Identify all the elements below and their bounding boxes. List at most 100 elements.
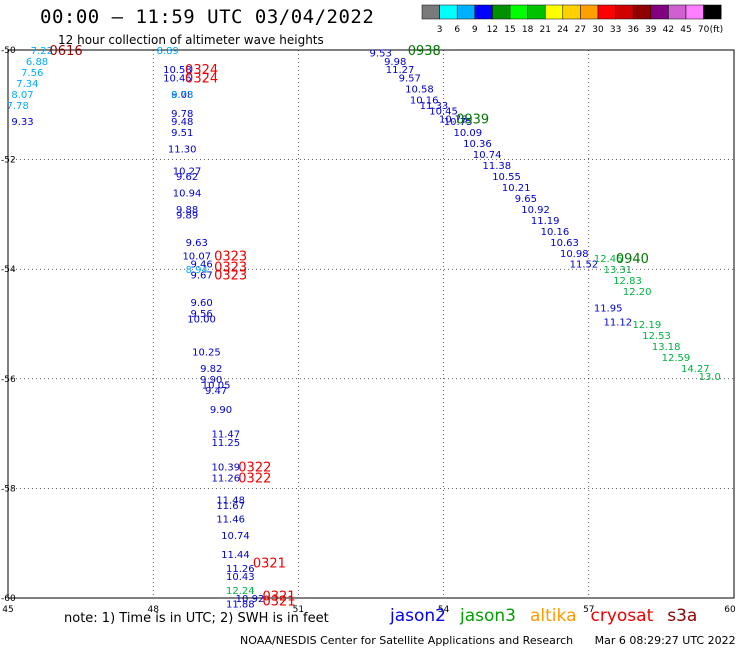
color-scale-label: 30 [592, 25, 604, 35]
wave-height-value: 9.57 [399, 73, 421, 84]
latitude-tick-label: -54 [1, 265, 16, 275]
wave-height-value: 11.27 [386, 65, 415, 76]
pass-time-label: 0940 [616, 252, 649, 267]
wave-height-value: 11.12 [604, 317, 633, 328]
mission-cryosat: cryosat [590, 606, 654, 626]
wave-height-value: 12.24 [226, 586, 255, 597]
wave-height-value: 9.60 [190, 298, 212, 309]
wave-height-value: 12.83 [613, 276, 642, 287]
wave-height-value: 10.94 [173, 188, 202, 199]
color-scale-label: 27 [575, 25, 586, 35]
wave-height-value: 11.19 [531, 216, 560, 227]
wave-height-value: 14.27 [681, 364, 710, 375]
pass-time-label: 0939 [456, 113, 489, 128]
wave-height-value: 11.48 [216, 495, 245, 506]
color-scale-label: 42 [663, 25, 674, 35]
wave-height-value: 11.26 [226, 564, 255, 575]
color-scale-label: 24 [557, 25, 569, 35]
page-subtitle: 12 hour collection of altimeter wave hei… [58, 33, 324, 47]
wave-height-value: 10.05 [202, 380, 231, 391]
wave-height-value: 10.39 [211, 462, 240, 473]
longitude-tick-label: 51 [293, 605, 304, 615]
mission-jason2: jason2 [390, 606, 446, 626]
latitude-tick-label: -50 [1, 46, 16, 56]
wave-height-value: 10.55 [492, 172, 521, 183]
mission-jason3: jason3 [460, 606, 516, 626]
wave-height-value: 10.45 [163, 73, 192, 84]
wave-height-value: 10.92 [236, 594, 265, 605]
wave-height-value: 9.53 [370, 49, 392, 60]
color-scale-bar: 3 6 9 12 15 18 21 24 27 30 33 36 39 42 45 70 (ft) [421, 4, 723, 35]
wave-height-value: 11.67 [216, 501, 245, 512]
wave-height-value: 9.90 [210, 405, 232, 416]
wave-height-value: 9.67 [190, 271, 212, 282]
credit-footer: NOAA/NESDIS Center for Satellite Applica… [240, 634, 736, 647]
color-swatch [703, 4, 722, 20]
pass-time-label: 0322 [238, 460, 271, 475]
wave-height-value: 9.51 [171, 128, 193, 139]
pass-time-label: 0324 [185, 63, 218, 78]
color-scale-label: 6 [454, 25, 460, 35]
wave-height-value: 11.46 [216, 515, 245, 526]
longitude-tick-label: 48 [147, 605, 159, 615]
wave-height-value: 10.58 [405, 84, 434, 95]
wave-height-value: 9.78 [171, 109, 193, 120]
wave-height-value: 6.88 [26, 57, 48, 68]
pass-time-label: 0323 [214, 269, 247, 284]
wave-height-value: 7.78 [7, 101, 29, 112]
wave-height-value: 10.25 [192, 347, 221, 358]
pass-time-label: 0323 [214, 250, 247, 265]
color-scale-label: 36 [627, 25, 639, 35]
latitude-tick-label: -58 [1, 484, 16, 494]
longitude-tick-label: 57 [583, 605, 594, 615]
wave-height-value: 9.08 [171, 90, 193, 101]
wave-height-value: 12.59 [662, 353, 691, 364]
wave-height-value: 11.30 [168, 145, 197, 156]
wave-height-value: 10.27 [173, 167, 202, 178]
page-title: 00:00 — 11:59 UTC 03/04/2022 [40, 6, 375, 28]
wave-height-value: 10.75 [444, 117, 473, 128]
pass-time-label: 0322 [238, 471, 271, 486]
wave-height-value: 11.88 [226, 599, 255, 610]
wave-height-value: 10.74 [221, 531, 250, 542]
wave-height-value: 9.90 [200, 375, 222, 386]
color-scale-label: 70 [698, 25, 710, 35]
color-scale-label: 9 [472, 25, 478, 35]
pass-time-label: 0321 [262, 595, 295, 610]
color-scale-label: 45 [680, 25, 691, 35]
color-scale-label: 39 [645, 25, 657, 35]
wave-height-value: 8.94 [186, 265, 208, 276]
wave-height-value: 11.95 [594, 304, 623, 315]
wave-height-value: 11.26 [211, 473, 240, 484]
wave-height-value: 8.07 [11, 90, 33, 101]
wave-height-value: 11.33 [420, 101, 449, 112]
mission-s3a: s3a [667, 606, 698, 626]
pass-time-label: 0321 [253, 556, 286, 571]
pass-time-label: 0324 [185, 71, 218, 86]
wave-height-value: 9.48 [171, 117, 193, 128]
wave-height-value: 12.53 [642, 331, 671, 342]
mission-legend: jason2 jason3 altika cryosat s3a [390, 606, 711, 626]
credit-text: NOAA/NESDIS Center for Satellite Applica… [240, 634, 574, 647]
wave-height-value: 12.20 [623, 287, 652, 298]
color-scale-label: 21 [539, 25, 550, 35]
wave-height-value: 9.63 [186, 238, 208, 249]
wave-height-value: 11.47 [211, 430, 240, 441]
latitude-tick-label: -56 [1, 375, 16, 385]
wave-height-value: 13.0 [699, 372, 721, 383]
wave-height-value: 10.78 [439, 115, 468, 126]
pass-time-label: 0938 [408, 44, 441, 59]
wave-height-value: 13.18 [652, 342, 681, 353]
wave-height-value: 10.45 [429, 106, 458, 117]
wave-height-value: 8.73 [171, 90, 193, 101]
wave-height-value: 10.74 [473, 150, 502, 161]
wave-height-value: 9.62 [176, 172, 198, 183]
wave-height-value: 10.43 [226, 572, 255, 583]
longitude-tick-label: 54 [438, 605, 450, 615]
wave-height-value: 10.00 [187, 315, 216, 326]
wave-height-value: 9.47 [205, 386, 227, 397]
map-frame [7, 49, 735, 599]
wave-height-value: 10.36 [463, 139, 492, 150]
wave-height-value: 10.63 [550, 238, 579, 249]
